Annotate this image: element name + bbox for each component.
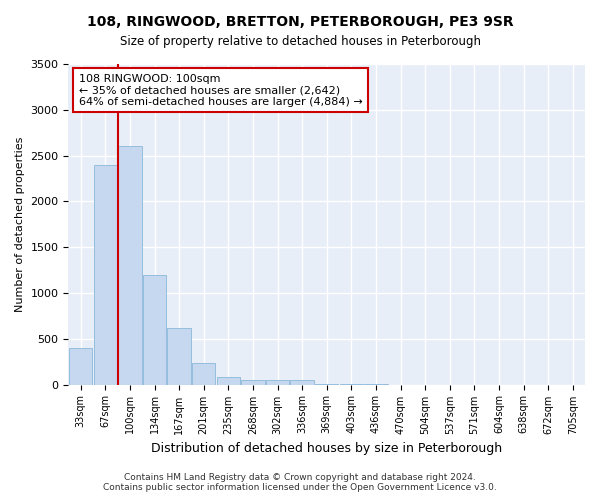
Bar (143, 274, 166, 384)
Text: 108 RINGWOOD: 100sqm
← 35% of detached houses are smaller (2,642)
64% of semi-de: 108 RINGWOOD: 100sqm ← 35% of detached h… (79, 74, 362, 107)
Bar (69, 348, 92, 385)
Bar (167, 328, 191, 384)
Bar (290, 380, 314, 384)
Bar (266, 380, 289, 384)
Y-axis label: Number of detached properties: Number of detached properties (15, 136, 25, 312)
Text: Size of property relative to detached houses in Peterborough: Size of property relative to detached ho… (119, 35, 481, 48)
X-axis label: Distribution of detached houses by size in Peterborough: Distribution of detached houses by size … (151, 442, 502, 455)
Bar (94, 165, 117, 384)
Bar (241, 380, 265, 384)
Bar (118, 146, 142, 384)
Bar (217, 377, 240, 384)
Bar (192, 362, 215, 384)
Text: 108, RINGWOOD, BRETTON, PETERBOROUGH, PE3 9SR: 108, RINGWOOD, BRETTON, PETERBOROUGH, PE… (86, 15, 514, 29)
Text: Contains HM Land Registry data © Crown copyright and database right 2024.
Contai: Contains HM Land Registry data © Crown c… (103, 473, 497, 492)
